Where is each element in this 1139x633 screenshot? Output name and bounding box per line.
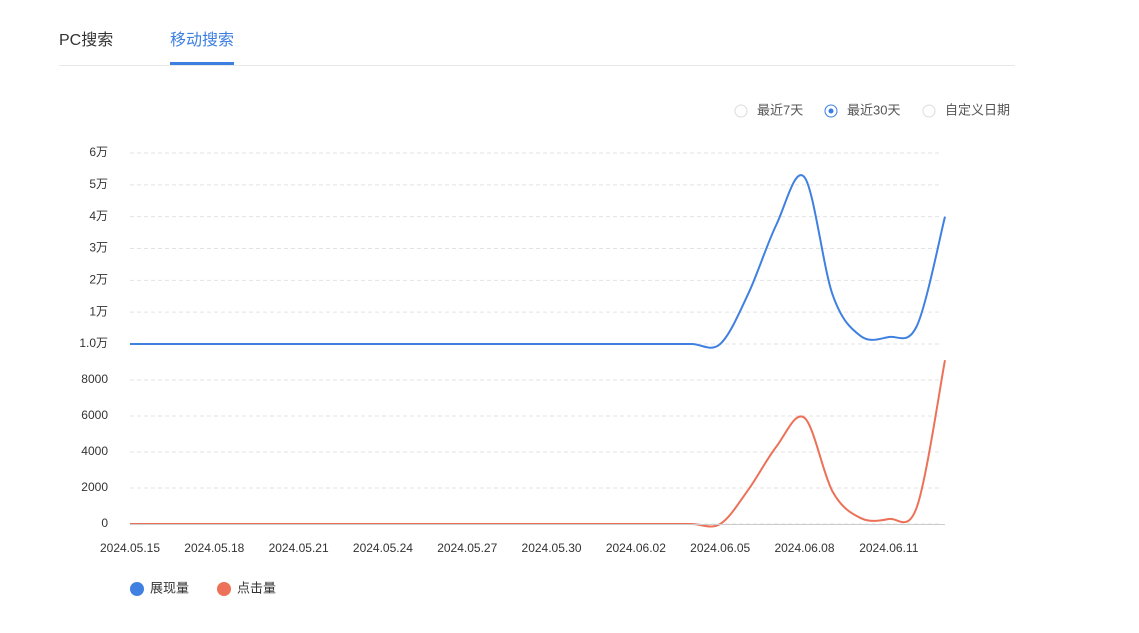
y-tick-label: 6万 [89,145,108,159]
legend-label[interactable]: 展现量 [150,580,189,595]
series-line [129,174,946,349]
radio-label[interactable]: 最近7天 [757,102,803,117]
y-tick-label: 4万 [89,209,108,223]
series-line [130,360,946,528]
x-tick-label: 2024.05.30 [522,541,582,555]
y-tick-label: 6000 [81,408,108,422]
legend-swatch[interactable] [130,582,144,596]
x-tick-label: 2024.06.02 [606,541,666,555]
y-tick-label: 1万 [89,304,108,318]
legend-swatch[interactable] [217,582,231,596]
x-tick-label: 2024.05.21 [269,541,329,555]
tab[interactable]: PC搜索 [59,31,113,49]
y-tick-label: 8000 [81,372,108,386]
tab[interactable]: 移动搜索 [170,31,234,49]
radio-label[interactable]: 最近30天 [847,102,900,117]
tab-underline [170,62,235,65]
y-tick-label: 0 [101,516,108,530]
radio-dot [828,108,834,114]
y-tick-label: 4000 [81,444,108,458]
radio-label[interactable]: 自定义日期 [945,102,1010,117]
x-tick-label: 2024.05.27 [437,541,497,555]
x-tick-label: 2024.06.08 [774,541,834,555]
radio[interactable] [734,104,748,118]
x-tick-label: 2024.06.05 [690,541,750,555]
y-tick-label: 3万 [89,241,108,255]
y-tick-label: 2万 [89,273,108,287]
y-tick-label: 1.0万 [79,336,108,350]
x-tick-label: 2024.05.24 [353,541,413,555]
x-tick-label: 2024.05.15 [100,541,160,555]
y-tick-label: 2000 [81,480,108,494]
radio[interactable] [922,104,936,118]
y-tick-label: 5万 [89,177,108,191]
x-tick-label: 2024.05.18 [184,541,244,555]
legend-label[interactable]: 点击量 [237,580,276,595]
x-tick-label: 2024.06.11 [859,541,918,555]
